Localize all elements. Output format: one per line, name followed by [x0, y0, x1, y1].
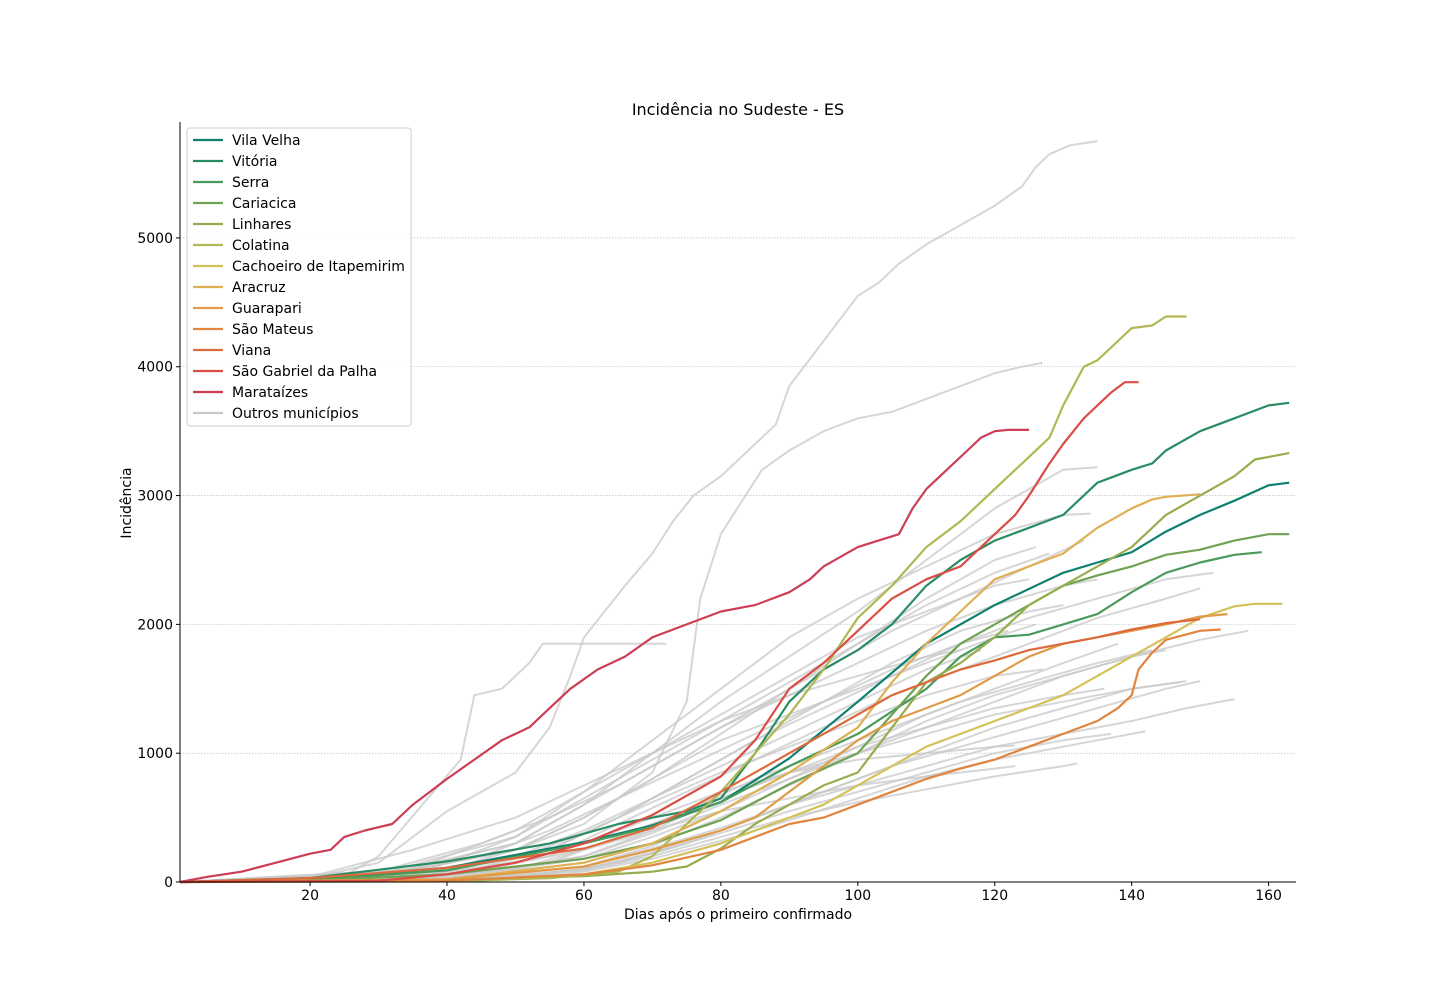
x-tick-label: 20: [301, 888, 319, 904]
legend-label: Aracruz: [232, 280, 286, 296]
series-line-s-o-mateus: [179, 628, 1221, 884]
series-line-aracruz: [179, 493, 1201, 884]
legend-label: Guarapari: [232, 301, 302, 317]
x-tick-label: 160: [1255, 888, 1282, 904]
x-axis-label: Dias após o primeiro confirmado: [624, 907, 852, 923]
series-line-linhares: [179, 452, 1290, 884]
legend-label: Vitória: [232, 154, 277, 170]
chart-title: Incidência no Sudeste - ES: [632, 100, 844, 119]
y-tick-label: 0: [164, 875, 173, 891]
x-tick-label: 120: [981, 888, 1008, 904]
y-axis-label: Incidência: [119, 467, 135, 538]
x-tick-label: 140: [1118, 888, 1145, 904]
legend-label: Cachoeiro de Itapemirim: [232, 259, 405, 275]
other-municipality-line: [179, 629, 1009, 883]
other-municipality-line: [179, 604, 1064, 883]
legend: Vila Velha Vitória Serra Cariacica Linhares C…: [186, 127, 412, 427]
series-line-s-o-gabriel-da-palha: [179, 381, 1139, 884]
series-line-colatina: [179, 315, 1187, 884]
x-tick-label: 40: [438, 888, 456, 904]
y-tick-label: 4000: [137, 360, 173, 376]
x-tick-label: 100: [844, 888, 871, 904]
other-municipality-line: [179, 512, 1091, 883]
legend-label: Marataízes: [232, 385, 308, 401]
series-line-vit-ria: [179, 401, 1290, 884]
legend-label: São Mateus: [232, 322, 313, 338]
legend-label: Serra: [232, 175, 269, 191]
other-municipality-line: [179, 578, 1030, 883]
other-municipality-line: [179, 361, 1043, 883]
y-ticks: 0 1000 2000 3000 4000 5000: [137, 231, 180, 891]
legend-label: Outros municípios: [232, 406, 359, 422]
other-municipality-line: [179, 642, 667, 883]
other-municipality-line: [179, 680, 1201, 883]
series-line-cachoeiro-de-itapemirim: [179, 602, 1283, 884]
other-municipality-line: [179, 730, 1146, 883]
legend-label: Linhares: [232, 217, 291, 233]
legend-label: Cariacica: [232, 196, 296, 212]
x-tick-label: 60: [575, 888, 593, 904]
legend-label: Vila Velha: [232, 133, 301, 149]
other-municipality-line: [179, 140, 1098, 883]
series-line-marata-zes: [179, 428, 1029, 884]
main-series-layer: [179, 315, 1290, 884]
series-line-viana: [179, 618, 1201, 884]
axes: [179, 122, 1296, 883]
x-ticks: 20 40 60 80 100 120 140 160: [301, 882, 1282, 904]
y-tick-label: 2000: [137, 617, 173, 633]
series-line-cariacica: [179, 533, 1290, 884]
legend-label: Viana: [232, 343, 271, 359]
y-tick-label: 1000: [137, 746, 173, 762]
legend-label: São Gabriel da Palha: [232, 364, 377, 380]
y-tick-label: 5000: [137, 231, 173, 247]
other-municipality-line: [179, 578, 1098, 883]
legend-frame: [186, 127, 412, 427]
series-line-vila-velha: [179, 481, 1290, 884]
x-tick-label: 80: [712, 888, 730, 904]
legend-label: Colatina: [232, 238, 290, 254]
y-tick-label: 3000: [137, 489, 173, 505]
